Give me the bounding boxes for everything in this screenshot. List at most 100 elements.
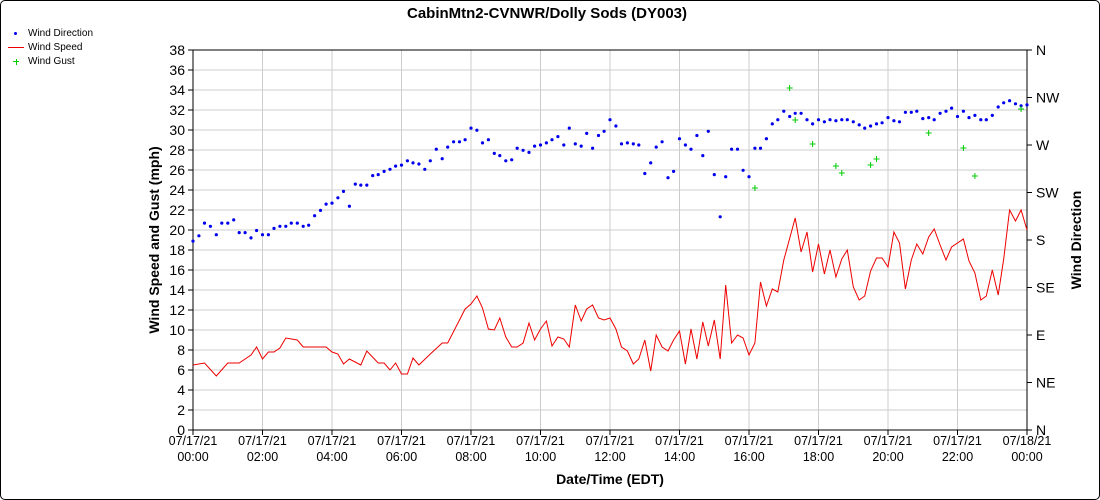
wind-direction-point — [226, 221, 230, 225]
wind-direction-point — [1008, 99, 1012, 103]
wind-direction-point — [822, 120, 827, 124]
wind-gust-point — [832, 163, 839, 169]
wind-direction-point — [770, 122, 774, 126]
wind-direction-point — [984, 118, 988, 122]
wind-direction-point — [573, 142, 577, 146]
x-tick-label-time: 00:00 — [177, 450, 208, 464]
wind-direction-point — [446, 145, 450, 149]
wind-direction-point — [544, 141, 549, 145]
wind-direction-point — [828, 118, 832, 122]
wind-direction-point — [399, 163, 404, 167]
wind-direction-point — [863, 126, 867, 130]
wind-direction-point — [249, 236, 253, 240]
wind-direction-point — [191, 239, 195, 243]
wind-direction-point — [527, 150, 531, 154]
x-tick-label-time: 10:00 — [525, 450, 556, 464]
wind-direction-point — [596, 133, 601, 138]
wind-direction-point — [371, 174, 375, 178]
y-axis-right: N NE E SE S SW W NW N — [1027, 42, 1060, 438]
wind-direction-point — [365, 183, 369, 187]
y-tick-label: 20 — [169, 222, 185, 238]
wind-direction-point — [649, 161, 653, 165]
wind-direction-point — [799, 111, 803, 115]
wind-direction-point — [353, 182, 357, 186]
wind-direction-point — [504, 159, 508, 163]
wind-direction-point — [423, 167, 427, 171]
legend-item-wind-speed[interactable]: Wind Speed — [8, 41, 93, 55]
x-tick-label-date: 07/17/21 — [308, 434, 357, 448]
y2-tick-label: SW — [1036, 185, 1059, 201]
y-tick-label: 30 — [169, 122, 185, 138]
x-tick-label-time: 22:00 — [942, 450, 973, 464]
wind-direction-point — [886, 116, 890, 120]
x-tick-label-date: 07/17/21 — [725, 434, 774, 448]
wind-direction-point — [556, 135, 560, 139]
wind-direction-point — [643, 171, 647, 176]
y2-tick-label: N — [1036, 422, 1046, 438]
x-tick-label-date: 07/17/21 — [516, 434, 565, 448]
x-tick-label-date: 07/17/21 — [238, 434, 287, 448]
wind-direction-point — [1019, 104, 1023, 108]
x-tick-label-date: 07/17/21 — [377, 434, 426, 448]
wind-direction-point — [869, 124, 873, 128]
wind-direction-point — [706, 129, 710, 133]
wind-direction-point — [973, 113, 977, 117]
wind-gust-point — [792, 117, 799, 123]
x-tick-label-time: 16:00 — [733, 450, 764, 464]
wind-direction-point — [452, 140, 456, 144]
wind-direction-point — [955, 114, 960, 119]
wind-direction-point — [892, 119, 896, 123]
wind-direction-point — [214, 233, 218, 237]
y-tick-label: 6 — [177, 362, 185, 378]
wind-direction-point — [903, 110, 908, 114]
wind-direction-point — [567, 126, 571, 130]
legend-item-wind-direction[interactable]: Wind Direction — [8, 27, 93, 41]
wind-direction-point — [990, 113, 994, 117]
wind-direction-point — [741, 168, 745, 172]
wind-direction-point — [932, 118, 936, 122]
wind-direction-point — [272, 226, 276, 230]
wind-gust-point — [1018, 106, 1025, 112]
legend-label: Wind Speed — [28, 42, 83, 53]
wind-direction-point — [318, 208, 323, 212]
wind-direction-point — [897, 120, 902, 124]
wind-direction-point — [463, 138, 467, 142]
x-axis-label: Date/Time (EDT) — [556, 471, 664, 487]
wind-direction-point — [434, 147, 438, 151]
wind-direction-point — [666, 176, 670, 180]
wind-direction-point — [585, 131, 589, 135]
wind-direction-point — [243, 231, 247, 235]
wind-direction-point — [475, 128, 479, 132]
wind-direction-point — [683, 143, 688, 147]
wind-direction-point — [909, 110, 913, 114]
wind-direction-point — [515, 146, 519, 150]
wind-direction-point — [874, 122, 879, 126]
wind-direction-point — [480, 141, 485, 145]
wind-direction-point — [538, 143, 543, 147]
wind-direction-point — [961, 109, 966, 113]
wind-gust-point — [925, 130, 932, 136]
x-tick-label-date: 07/17/21 — [794, 434, 843, 448]
wind-gust-point — [838, 170, 845, 176]
y2-tick-label: NW — [1036, 90, 1060, 106]
y2-axis-label: Wind Direction — [1068, 191, 1084, 290]
wind-direction-point — [996, 105, 1000, 109]
wind-gust-point — [873, 156, 880, 162]
wind-gust-point — [867, 162, 874, 168]
wind-direction-point — [840, 118, 844, 122]
wind-direction-point — [1002, 101, 1006, 105]
legend-item-wind-gust[interactable]: Wind Gust — [8, 55, 93, 69]
wind-direction-point — [550, 138, 554, 142]
x-tick-label-date: 07/17/21 — [586, 434, 635, 448]
wind-direction-point — [735, 147, 740, 151]
wind-direction-point — [944, 109, 948, 113]
wind-direction-point — [793, 111, 797, 115]
wind-direction-point — [927, 116, 931, 120]
wind-direction-point — [979, 118, 983, 122]
wind-direction-point — [411, 161, 415, 165]
wind-direction-point — [579, 144, 583, 148]
y-tick-label: 4 — [177, 382, 185, 398]
x-tick-label-date: 07/17/21 — [655, 434, 704, 448]
